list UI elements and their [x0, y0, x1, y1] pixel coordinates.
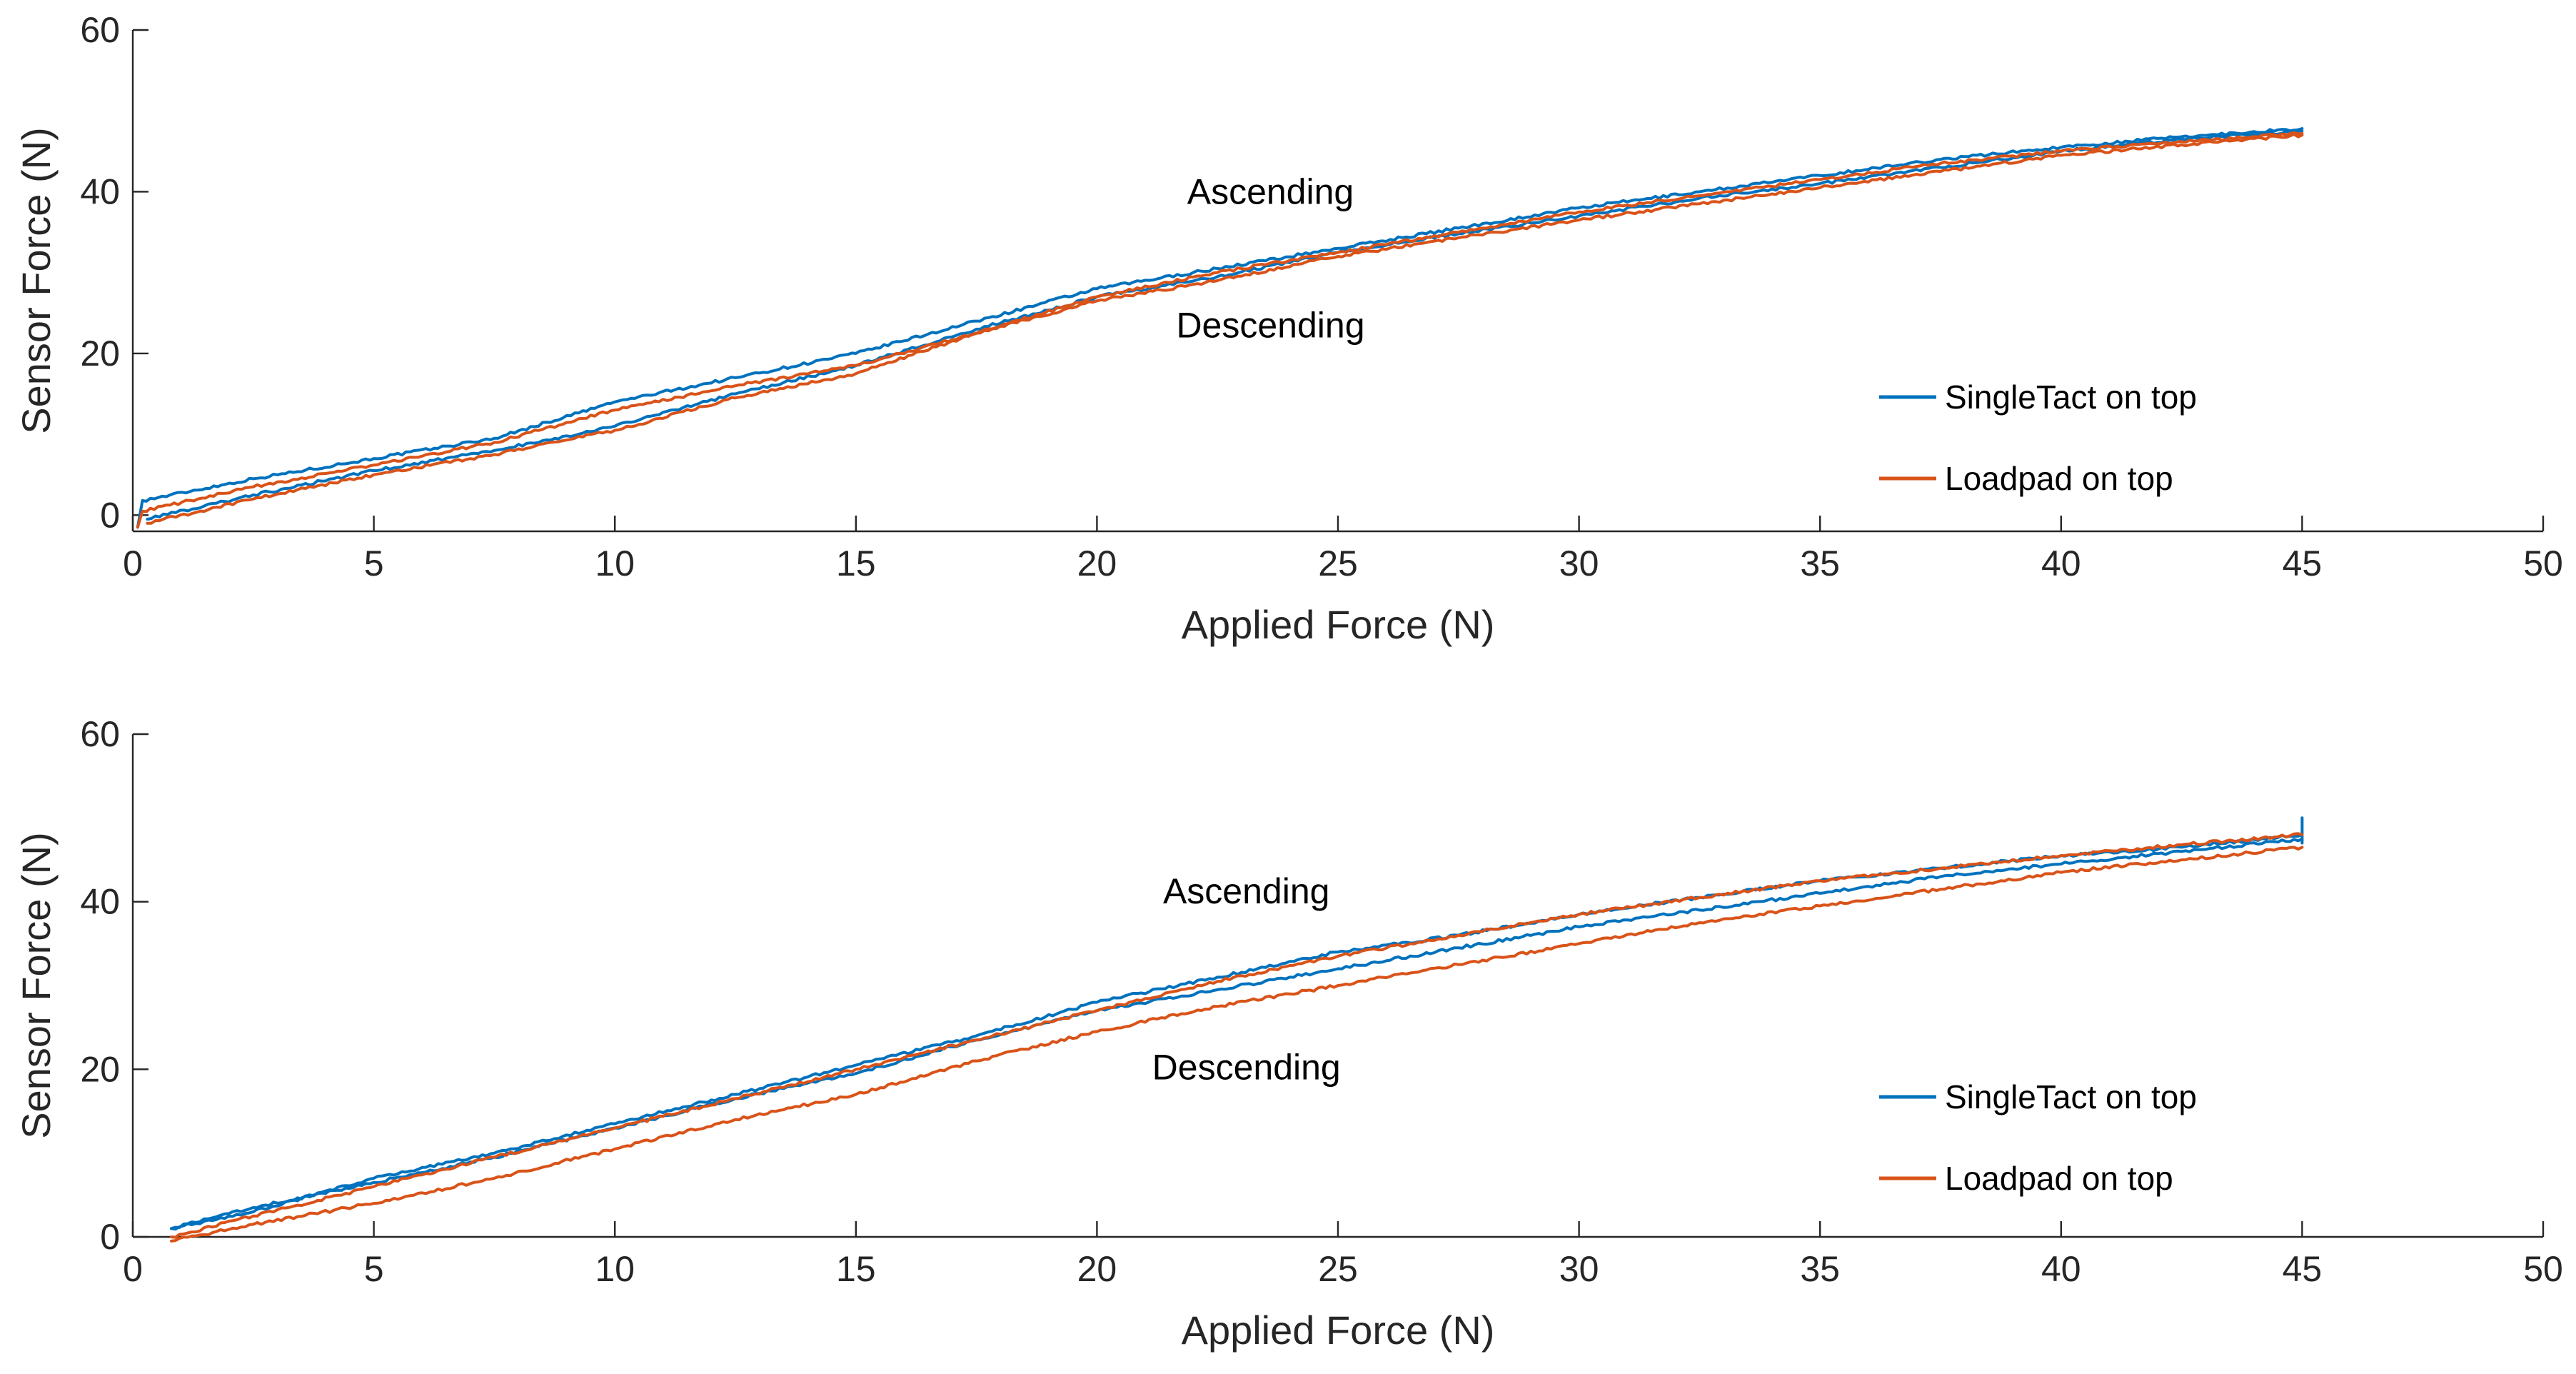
x-tick-label: 45	[2283, 1249, 2323, 1289]
x-tick-label: 10	[595, 543, 635, 583]
legend-label-loadpad-on-top: Loadpad on top	[1945, 1160, 2173, 1197]
x-tick-label: 35	[1800, 1249, 1840, 1289]
y-tick-label: 40	[80, 171, 120, 211]
x-tick-label: 20	[1077, 543, 1117, 583]
x-tick-label: 30	[1559, 543, 1599, 583]
annotation-ascending: Ascending	[1187, 171, 1354, 211]
x-tick-label: 40	[2041, 543, 2081, 583]
x-tick-label: 50	[2523, 1249, 2563, 1289]
series-line-loadpad-on-top-descending	[170, 846, 2304, 1243]
y-tick-label: 40	[80, 882, 120, 922]
bottom-chart: 0 5 10 15 20 25 30 35 40 45 50 0 20 40 60 Applied Force…	[14, 714, 2563, 1353]
y-tick-label: 60	[80, 10, 120, 50]
x-tick-label: 15	[836, 543, 876, 583]
y-tick-label: 20	[80, 1049, 120, 1089]
annotation-ascending: Ascending	[1163, 871, 1330, 911]
series-line-singletact-on-top-ascending	[136, 127, 2304, 529]
y-tick-label: 0	[100, 1217, 120, 1257]
x-tick-label: 25	[1318, 1249, 1358, 1289]
x-tick-label: 45	[2283, 543, 2323, 583]
legend-label-singletact-on-top: SingleTact on top	[1945, 1078, 2197, 1115]
series-line-loadpad-on-top-descending	[146, 133, 2304, 525]
series-line-loadpad-on-top-ascending	[136, 131, 2304, 529]
y-tick-label: 0	[100, 495, 120, 535]
x-tick-label: 0	[123, 1249, 143, 1289]
x-tick-label: 40	[2041, 1249, 2081, 1289]
x-axis-title: Applied Force (N)	[1182, 1308, 1495, 1353]
y-tick-label: 20	[80, 334, 120, 373]
x-tick-label: 0	[123, 543, 143, 583]
series-line-singletact-on-top-ascending	[170, 816, 2304, 1231]
y-tick-label: 60	[80, 714, 120, 754]
x-tick-label: 50	[2523, 543, 2563, 583]
x-tick-label: 5	[364, 1249, 384, 1289]
series-line-loadpad-on-top-ascending	[170, 832, 2304, 1239]
series-line-singletact-on-top-descending	[146, 129, 2304, 521]
annotation-descending: Descending	[1152, 1047, 1341, 1087]
x-tick-label: 30	[1559, 1249, 1599, 1289]
y-axis-title: Sensor Force (N)	[14, 832, 59, 1138]
top-chart: 0 5 10 15 20 25 30 35 40 45 50 0 20 40 60 Applied Force…	[14, 10, 2563, 647]
annotation-descending: Descending	[1176, 305, 1364, 345]
x-tick-label: 5	[364, 543, 384, 583]
legend-label-loadpad-on-top: Loadpad on top	[1945, 460, 2173, 497]
x-tick-label: 10	[595, 1249, 635, 1289]
x-tick-label: 35	[1800, 543, 1840, 583]
x-axis-title: Applied Force (N)	[1182, 602, 1495, 647]
x-tick-label: 20	[1077, 1249, 1117, 1289]
y-axis-title: Sensor Force (N)	[14, 127, 59, 433]
legend-label-singletact-on-top: SingleTact on top	[1945, 378, 2197, 416]
x-tick-label: 25	[1318, 543, 1358, 583]
x-tick-label: 15	[836, 1249, 876, 1289]
